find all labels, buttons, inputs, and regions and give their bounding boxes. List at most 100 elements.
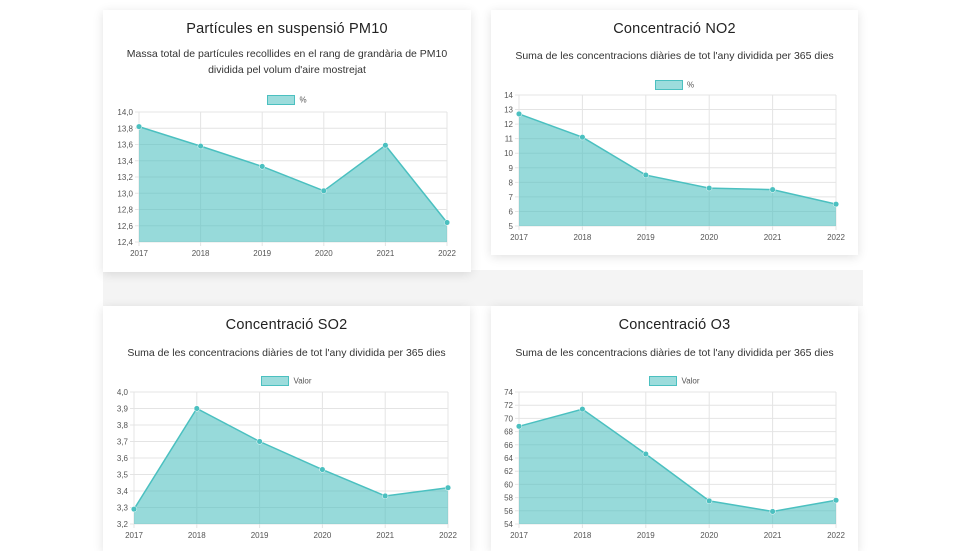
legend-swatch <box>267 95 296 105</box>
data-point <box>382 492 389 499</box>
y-tick-label: 70 <box>504 414 513 423</box>
x-tick-label: 2021 <box>764 233 782 242</box>
data-point <box>444 484 452 491</box>
chart-title: Concentració SO2 <box>225 317 348 333</box>
chart-subtitle: Suma de les concentracions diàries de to… <box>515 347 834 359</box>
series-area <box>519 409 836 524</box>
y-tick-label: 12 <box>504 120 513 129</box>
data-point <box>135 123 143 130</box>
x-tick-label: 2020 <box>700 531 718 540</box>
x-tick-label: 2018 <box>574 531 592 540</box>
x-tick-label: 2022 <box>827 233 845 242</box>
y-tick-label: 14 <box>504 91 513 100</box>
data-point <box>197 143 204 150</box>
y-tick-label: 58 <box>504 494 513 503</box>
data-point <box>579 406 586 413</box>
y-tick-label: 8 <box>509 178 514 187</box>
y-tick-label: 3,7 <box>117 438 129 447</box>
y-tick-label: 3,4 <box>117 487 129 496</box>
x-tick-label: 2017 <box>125 531 143 540</box>
data-point <box>443 219 451 226</box>
x-tick-label: 2020 <box>315 249 333 258</box>
y-tick-label: 62 <box>504 467 513 476</box>
series-area <box>519 113 836 226</box>
data-point <box>769 186 776 193</box>
x-tick-label: 2022 <box>827 531 845 540</box>
chart-legend[interactable]: Valor <box>491 376 858 386</box>
data-point <box>259 163 266 170</box>
data-point <box>193 405 200 412</box>
chart-title: Concentració NO2 <box>613 21 736 37</box>
chart-plot: 12,4 12,6 12,8 13,0 13,2 13,4 13,6 13,8 14,0 2017… <box>117 108 456 258</box>
y-tick-label: 3,6 <box>117 454 129 463</box>
y-tick-label: 5 <box>509 222 514 231</box>
x-tick-label: 2020 <box>700 233 718 242</box>
chart-title: Concentració O3 <box>618 317 731 333</box>
x-tick-label: 2018 <box>574 233 592 242</box>
x-tick-label: 2019 <box>637 531 655 540</box>
data-point <box>515 110 523 117</box>
x-tick-label: 2017 <box>510 233 528 242</box>
chart-legend[interactable]: % <box>103 95 471 105</box>
series-area <box>134 408 448 524</box>
chart-card-o3: Concentració O3 Suma de les concentracio… <box>491 306 858 551</box>
legend-label: Valor <box>293 376 312 386</box>
y-tick-label: 4,0 <box>117 388 129 397</box>
chart-legend[interactable]: Valor <box>103 376 470 386</box>
data-point <box>706 497 713 504</box>
y-tick-label: 12,4 <box>117 238 133 247</box>
y-tick-label: 13,2 <box>117 173 133 182</box>
y-tick-label: 66 <box>504 441 513 450</box>
y-tick-label: 12,6 <box>117 222 133 231</box>
y-tick-label: 13,6 <box>117 141 133 150</box>
y-tick-label: 72 <box>504 401 513 410</box>
y-tick-label: 9 <box>509 164 514 173</box>
data-point <box>130 506 138 513</box>
y-tick-label: 56 <box>504 507 513 516</box>
data-point <box>642 172 649 179</box>
data-point <box>319 466 326 473</box>
y-tick-label: 60 <box>504 480 513 489</box>
data-point <box>642 450 649 458</box>
legend-swatch <box>649 376 678 386</box>
data-point <box>382 142 389 149</box>
chart-card-so2: Concentració SO2 Suma de les concentraci… <box>103 306 470 551</box>
y-tick-label: 12,8 <box>117 206 133 215</box>
data-point <box>515 423 523 430</box>
x-tick-label: 2019 <box>637 233 655 242</box>
x-tick-label: 2019 <box>253 249 271 258</box>
chart-subtitle: Suma de les concentracions diàries de to… <box>127 347 446 359</box>
y-tick-label: 3,2 <box>117 520 129 529</box>
chart-subtitle: Massa total de partícules recollides en … <box>126 48 448 76</box>
y-tick-label: 3,5 <box>117 471 129 480</box>
data-point <box>706 185 713 192</box>
legend-swatch <box>654 80 683 90</box>
x-tick-label: 2017 <box>510 531 528 540</box>
y-tick-label: 10 <box>504 149 513 158</box>
y-tick-label: 3,8 <box>117 421 129 430</box>
y-tick-label: 74 <box>504 388 513 397</box>
chart-title: Partícules en suspensió PM10 <box>186 21 388 37</box>
data-point <box>579 134 586 141</box>
chart-plot: 3,2 3,3 3,4 3,5 3,6 3,7 3,8 3,9 4,0 2017 2018 2019 2… <box>117 388 458 540</box>
chart-plot: 54 56 58 60 62 64 66 68 70 72 74 2017 2018 2019 2020 20… <box>504 388 845 540</box>
x-tick-label: 2019 <box>251 531 269 540</box>
y-tick-label: 7 <box>509 193 514 202</box>
section-divider <box>103 270 863 306</box>
legend-label: Valor <box>681 376 700 386</box>
y-tick-label: 64 <box>504 454 513 463</box>
legend-label: % <box>686 80 695 90</box>
y-tick-label: 13,4 <box>117 157 133 166</box>
y-tick-label: 13,0 <box>117 189 133 198</box>
chart-legend[interactable]: % <box>491 80 858 90</box>
y-tick-label: 13,8 <box>117 124 133 133</box>
x-tick-label: 2021 <box>377 249 395 258</box>
chart-card-no2: Concentració NO2 Suma de les concentraci… <box>491 10 858 255</box>
series-line <box>138 125 448 223</box>
series-line <box>133 407 449 510</box>
chart-subtitle: Suma de les concentracions diàries de to… <box>515 50 834 62</box>
y-tick-label: 54 <box>504 520 513 529</box>
series-line <box>518 408 837 513</box>
chart-card-pm10: Partícules en suspensió PM10 Massa total… <box>103 10 471 272</box>
y-tick-label: 11 <box>505 135 514 144</box>
